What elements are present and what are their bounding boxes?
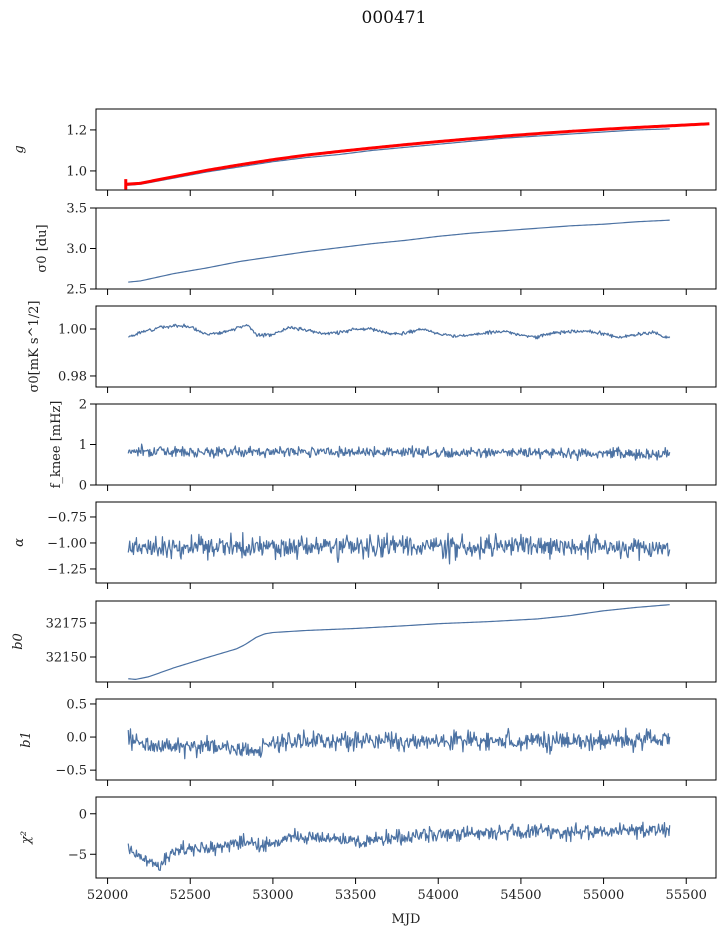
x-tick-label: 54500: [500, 888, 541, 903]
panel-sigma0-mk: 0.98 1.00 σ0[mK s^1/2]: [27, 301, 717, 393]
y-tick-label: 0.0: [66, 731, 87, 746]
x-tick-label: 55000: [583, 888, 624, 903]
axes-frame: [95, 403, 717, 486]
axes-frame: [95, 600, 717, 683]
figure-title: 000471: [362, 8, 427, 28]
y-tick-label: −0.5: [55, 764, 87, 779]
panel-chi2: −5 0 52000 52500 53000 53500 54000 54500 55000 55…: [19, 796, 717, 903]
y-tick-label: 32175: [46, 617, 87, 632]
series-line-g-fit: [125, 122, 710, 186]
series-line-sigma0-mK: [128, 323, 671, 340]
series-line-b1: [127, 727, 671, 760]
panel-g: 1.0 1.2 g: [12, 108, 717, 196]
series-line-chi2: [127, 821, 671, 872]
y-axis-label: g: [12, 145, 27, 153]
series-line-fknee: [127, 443, 671, 462]
y-axis-label: α: [12, 538, 27, 547]
panel-b1: −0.5 0.0 0.5 b1: [19, 697, 717, 786]
y-tick-label: −0.75: [47, 510, 87, 525]
panels: 1.0 1.2 g 2.5 3.0 3.5 σ0 [du] 0.98 1.00 σ0[mK s^1…: [11, 108, 717, 903]
y-axis-label: σ0[mK s^1/2]: [27, 301, 42, 393]
axes-frame: [95, 207, 717, 290]
y-tick-label: 0.5: [66, 697, 87, 712]
y-tick-label: 0: [79, 479, 87, 494]
y-tick-label: −1.00: [47, 536, 87, 551]
y-axis-label: σ0 [du]: [35, 224, 50, 272]
y-tick-label: 32150: [46, 650, 87, 665]
panel-fknee: 0 1 2 f_knee [mHz]: [49, 398, 717, 494]
panel-b0: 32150 32175 b0: [11, 600, 717, 688]
panel-alpha: −1.25 −1.00 −0.75 α: [12, 501, 717, 589]
y-tick-label: 0: [79, 807, 87, 822]
axes-frame: [95, 796, 717, 879]
panel-sigma0-du: 2.5 3.0 3.5 σ0 [du]: [35, 202, 717, 298]
y-tick-label: 1.2: [66, 123, 87, 138]
y-tick-label: 1.0: [66, 164, 87, 179]
y-tick-label: 2: [79, 398, 87, 413]
series-line-alpha: [127, 532, 671, 565]
y-tick-label: 3.5: [66, 202, 87, 217]
axes-frame: [95, 698, 717, 781]
axes-frame: [95, 108, 717, 191]
y-axis-label: b1: [19, 731, 34, 748]
x-tick-label: 52500: [170, 888, 211, 903]
x-tick-label: 53500: [335, 888, 376, 903]
y-tick-label: −5: [68, 848, 87, 863]
y-tick-label: 0.98: [58, 369, 87, 384]
y-tick-label: 3.0: [66, 242, 87, 257]
x-tick-label: 55500: [666, 888, 707, 903]
x-tick-label: 53000: [252, 888, 293, 903]
series-line-sigma0-du: [128, 219, 670, 283]
y-axis-label: χ²: [19, 831, 34, 845]
y-tick-label: 2.5: [66, 283, 87, 298]
y-axis-label: b0: [11, 633, 26, 650]
series-line-b0: [128, 604, 670, 680]
y-tick-label: 1: [79, 438, 87, 453]
x-tick-label: 52000: [87, 888, 128, 903]
x-axis-label: MJD: [392, 912, 421, 927]
axes-frame: [95, 305, 717, 388]
y-tick-label: −1.25: [47, 562, 87, 577]
x-tick-label: 54000: [418, 888, 459, 903]
y-tick-label: 1.00: [58, 323, 87, 338]
y-axis-label: f_knee [mHz]: [49, 401, 64, 489]
series-line-g: [127, 128, 670, 186]
